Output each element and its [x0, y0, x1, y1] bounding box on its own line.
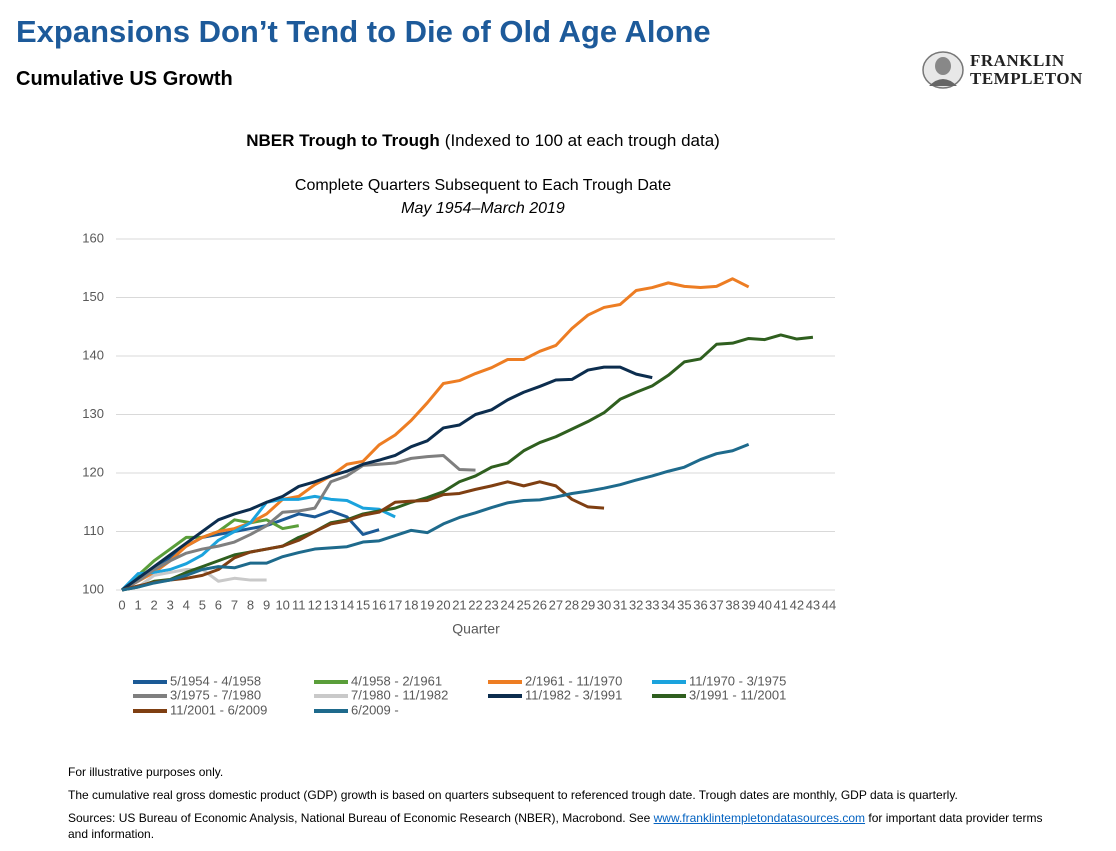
x-tick-label: 2 — [151, 597, 158, 612]
x-tick-label: 41 — [774, 597, 788, 612]
x-tick-label: 11 — [292, 597, 306, 612]
sources-text: for important data provider terms and in… — [68, 811, 1043, 841]
y-tick-label: 140 — [82, 347, 104, 362]
series-line — [121, 277, 750, 592]
x-tick-label: 9 — [263, 597, 270, 612]
x-tick-label: 27 — [549, 597, 563, 612]
x-tick-label: 29 — [581, 597, 595, 612]
chart-period: May 1954–March 2019 — [401, 200, 565, 217]
y-tick-label: 110 — [83, 523, 104, 538]
x-tick-label: 23 — [484, 597, 498, 612]
logo-line: FRANKLIN — [970, 51, 1065, 70]
x-tick-label: 24 — [500, 597, 514, 612]
sources-link[interactable]: www.franklintempletondatasources.com — [653, 811, 866, 825]
sources-text: Sources: US Bureau of Economic Analysis,… — [68, 811, 654, 825]
x-tick-label: 39 — [741, 597, 755, 612]
footnote: The cumulative real gross domestic produ… — [68, 788, 958, 802]
chart-title-note: (Indexed to 100 at each trough data) — [445, 131, 720, 150]
legend-label: 11/1982 - 3/1991 — [525, 687, 622, 702]
x-tick-label: 15 — [356, 597, 370, 612]
series-line — [121, 509, 380, 592]
x-tick-label: 3 — [167, 597, 174, 612]
logo-text: FRANKLIN TEMPLETON — [970, 52, 1083, 88]
x-tick-label: 33 — [645, 597, 659, 612]
x-tick-label: 7 — [231, 597, 238, 612]
x-tick-label: 1 — [134, 597, 141, 612]
x-tick-label: 38 — [725, 597, 739, 612]
chart-title-main: NBER Trough to Trough — [246, 131, 440, 150]
legend-label: 6/2009 - — [351, 702, 399, 717]
logo-portrait — [922, 51, 964, 89]
series-line — [121, 480, 605, 592]
x-tick-label: 25 — [516, 597, 530, 612]
x-tick-label: 16 — [372, 597, 386, 612]
series-line — [121, 365, 653, 592]
x-tick-label: 5 — [199, 597, 206, 612]
chart-subtitle: Complete Quarters Subsequent to Each Tro… — [295, 177, 671, 194]
y-tick-label: 160 — [82, 230, 104, 245]
x-tick-label: 20 — [436, 597, 450, 612]
y-tick-label: 100 — [82, 581, 104, 596]
logo: FRANKLIN TEMPLETON — [920, 50, 1110, 90]
x-tick-label: 4 — [183, 597, 190, 612]
x-tick-label: 26 — [533, 597, 547, 612]
x-tick-label: 37 — [709, 597, 723, 612]
x-tick-label: 18 — [404, 597, 418, 612]
x-tick-label: 43 — [806, 597, 820, 612]
legend-label: 11/1970 - 3/1975 — [689, 673, 786, 688]
page-title: Expansions Don’t Tend to Die of Old Age … — [16, 14, 711, 49]
x-tick-label: 31 — [613, 597, 627, 612]
legend-label: 3/1975 - 7/1980 — [170, 687, 261, 702]
chart: NBER Trough to Trough (Indexed to 100 at … — [82, 131, 836, 717]
series-line — [121, 442, 750, 592]
legend-label: 3/1991 - 11/2001 — [689, 687, 786, 702]
x-tick-label: 34 — [661, 597, 675, 612]
logo-line: TEMPLETON — [970, 69, 1083, 88]
x-tick-label: 0 — [118, 597, 125, 612]
series-line — [121, 453, 476, 592]
legend-label: 2/1961 - 11/1970 — [525, 673, 622, 688]
footnotes: For illustrative purposes only. The cumu… — [68, 764, 1048, 849]
x-tick-label: 32 — [629, 597, 643, 612]
footnote: For illustrative purposes only. — [68, 765, 224, 779]
sources: Sources: US Bureau of Economic Analysis,… — [68, 810, 1048, 842]
x-tick-label: 30 — [597, 597, 611, 612]
x-tick-label: 8 — [247, 597, 254, 612]
x-tick-label: 28 — [565, 597, 579, 612]
x-tick-label: 13 — [324, 597, 338, 612]
series-line — [120, 494, 396, 592]
series-line — [121, 333, 814, 592]
x-tick-label: 42 — [790, 597, 804, 612]
x-tick-label: 22 — [468, 597, 482, 612]
x-tick-label: 6 — [215, 597, 222, 612]
y-tick-label: 130 — [82, 406, 104, 421]
x-tick-label: 36 — [693, 597, 707, 612]
legend-label: 11/2001 - 6/2009 — [170, 702, 267, 717]
y-tick-label: 120 — [82, 464, 104, 479]
x-tick-label: 17 — [388, 597, 402, 612]
legend-label: 4/1958 - 2/1961 — [351, 673, 442, 688]
legend-label: 7/1980 - 11/1982 — [351, 687, 448, 702]
x-tick-label: 44 — [822, 597, 836, 612]
x-tick-label: 21 — [452, 597, 466, 612]
x-tick-label: 19 — [420, 597, 434, 612]
x-tick-label: 12 — [308, 597, 322, 612]
x-tick-label: 35 — [677, 597, 691, 612]
chart-title: NBER Trough to Trough (Indexed to 100 at … — [246, 131, 720, 150]
x-tick-label: 40 — [757, 597, 771, 612]
x-tick-label: 14 — [340, 597, 354, 612]
page-subtitle: Cumulative US Growth — [16, 68, 233, 90]
x-tick-label: 10 — [275, 597, 289, 612]
legend-label: 5/1954 - 4/1958 — [170, 673, 261, 688]
y-tick-label: 150 — [82, 289, 104, 304]
x-axis-label: Quarter — [452, 621, 500, 637]
